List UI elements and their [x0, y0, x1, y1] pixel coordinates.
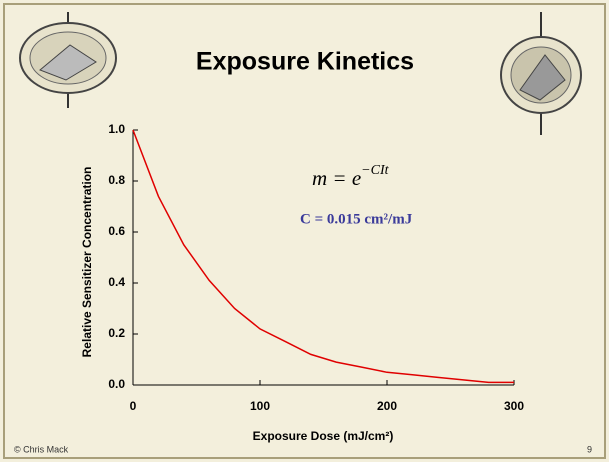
- ornament-left: [19, 12, 117, 108]
- x-axis-label: Exposure Dose (mJ/cm²): [253, 429, 394, 443]
- data-line: [132, 129, 514, 384]
- y-tick-label: 0.0: [108, 377, 125, 391]
- y-tick-label: 0.8: [108, 173, 125, 187]
- y-tick-label: 0.4: [108, 275, 125, 289]
- y-tick-label: 1.0: [108, 122, 125, 136]
- slide-border: [3, 3, 606, 459]
- y-tick-label: 0.2: [108, 326, 125, 340]
- y-tick-label: 0.6: [108, 224, 125, 238]
- y-axis-label: Relative Sensitizer Concentration: [80, 167, 94, 358]
- ornament-right: [500, 12, 582, 135]
- page-number: 9: [587, 444, 592, 454]
- equation-base: m = e: [312, 166, 361, 190]
- x-tick-label: 0: [130, 399, 137, 413]
- equation: m = e−CIt: [312, 163, 390, 190]
- footer-author: © Chris Mack: [14, 444, 69, 454]
- chart-title: Exposure Kinetics: [196, 48, 414, 76]
- equation-exponent: −CIt: [361, 163, 389, 178]
- x-tick-label: 100: [250, 399, 270, 413]
- annotation: C = 0.015 cm²/mJ: [300, 211, 413, 227]
- x-tick-label: 300: [504, 399, 524, 413]
- x-tick-label: 200: [377, 399, 397, 413]
